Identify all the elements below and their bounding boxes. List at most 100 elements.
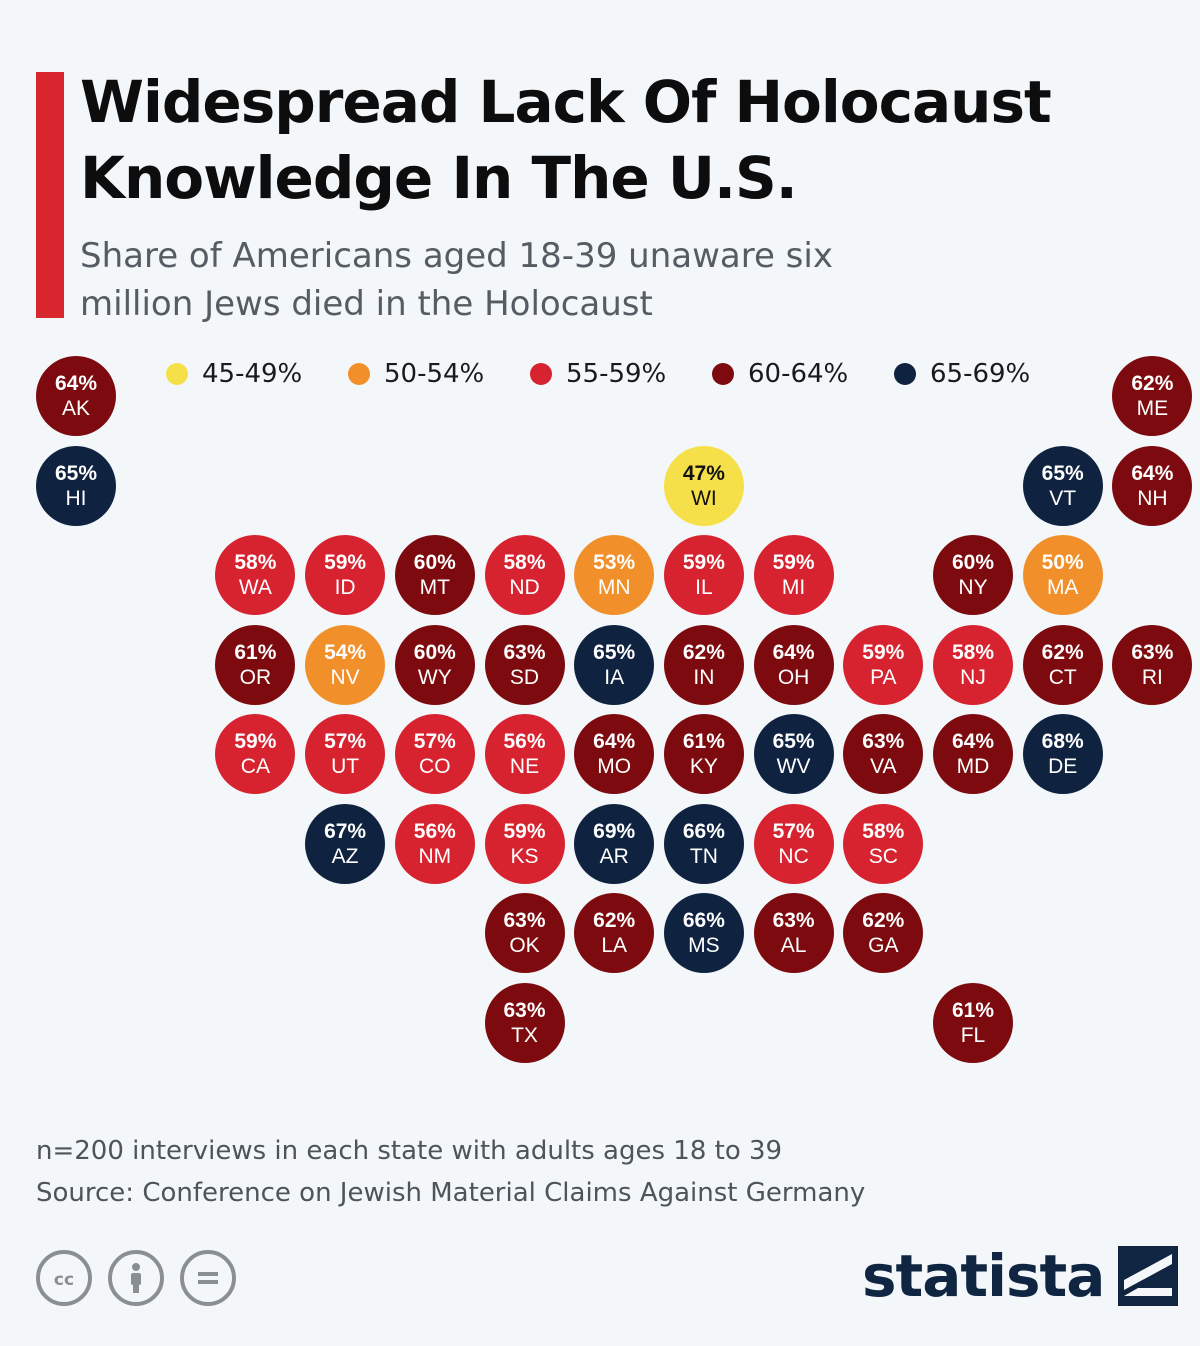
state-tile-ky: 61% KY [663,714,744,794]
state-abbreviation: GA [868,934,899,957]
state-percentage: 58% [951,640,995,664]
state-percentage: 66% [682,819,725,843]
state-percentage: 61% [951,998,995,1022]
state-abbreviation: MT [419,576,450,599]
state-tile-ca: 59% CA [215,714,296,794]
state-percentage: 65% [1041,461,1084,485]
state-percentage: 68% [1041,730,1084,753]
state-abbreviation: OR [239,665,272,689]
legend-swatch [712,363,734,385]
state-tile-in: 62% IN [663,624,744,705]
state-tile-hi: 65% HI [36,445,116,526]
state-abbreviation: AL [780,934,807,957]
state-percentage: 57% [772,819,815,843]
state-abbreviation: OK [509,934,540,957]
state-abbreviation: MA [1046,576,1079,599]
state-tile-co: 57% CO [394,714,475,794]
state-abbreviation: NE [509,755,540,778]
state-tile-vt: 65% VT [1022,445,1103,526]
legend-swatch [530,363,552,385]
state-tile-or: 61% OR [215,624,296,705]
state-tile-va: 63% VA [843,714,924,794]
state-tile-ms: 66% MS [663,893,744,973]
state-tile-wy: 60% WY [394,624,475,705]
legend-label: 50-54% [384,359,485,389]
state-abbreviation: NH [1137,486,1168,510]
state-tile-wa: 58% WA [215,535,296,615]
state-tile-ga: 62% GA [843,893,924,973]
state-tile-mi: 59% MI [753,535,834,615]
state-abbreviation: FL [960,1023,986,1047]
state-percentage: 64% [772,640,815,664]
legend-swatch [348,363,370,385]
legend-swatch [166,363,188,385]
state-percentage: 60% [951,551,995,574]
state-abbreviation: CO [419,755,451,778]
svg-text:cc: cc [54,1270,74,1290]
state-abbreviation: AR [599,844,629,868]
state-percentage: 64% [951,730,995,753]
state-percentage: 64% [1131,461,1174,485]
state-abbreviation: NJ [960,665,986,689]
state-tile-ar: 69% AR [574,803,655,884]
state-abbreviation: ME [1136,397,1169,420]
state-tile-al: 63% AL [753,893,834,973]
state-tile-nd: 58% ND [484,535,565,615]
state-abbreviation: KS [510,844,539,868]
title-accent-bar [36,72,64,318]
source-note: Source: Conference on Jewish Material Cl… [36,1178,866,1208]
state-percentage: 63% [503,640,546,664]
state-abbreviation: MO [597,755,632,778]
state-percentage: 59% [234,730,277,753]
state-abbreviation: SD [509,665,540,689]
state-abbreviation: MD [956,755,990,778]
state-abbreviation: WV [776,755,811,778]
state-abbreviation: NM [418,844,452,868]
state-percentage: 57% [324,730,367,753]
state-tile-il: 59% IL [663,535,744,615]
state-percentage: 61% [682,730,725,753]
state-tile-ne: 56% NE [484,714,565,794]
state-tile-nc: 57% NC [753,803,834,884]
subtitle-line-2: million Jews died in the Holocaust [80,284,653,324]
state-abbreviation: MS [688,934,720,957]
page-title: Widespread Lack Of Holocaust Knowledge I… [80,68,1052,212]
legend: 45-49% 50-54% 55-59% 60-64% 65-69% [0,352,1200,396]
state-abbreviation: WA [238,576,272,599]
state-percentage: 59% [862,640,905,664]
state-tile-tn: 66% TN [663,803,744,884]
state-abbreviation: VA [870,755,897,778]
state-tile-ri: 63% RI [1112,624,1193,705]
state-abbreviation: AZ [331,844,359,868]
state-percentage: 58% [234,551,277,574]
state-tile-ok: 63% OK [484,893,565,973]
state-tile-pa: 59% PA [843,624,924,705]
state-percentage: 59% [772,551,815,574]
no-derivatives-icon [180,1250,236,1306]
state-tile-ks: 59% KS [484,803,565,884]
state-percentage: 63% [503,998,546,1022]
legend-label: 60-64% [748,359,849,389]
state-abbreviation: CT [1048,665,1077,689]
state-percentage: 65% [593,640,636,664]
state-tile-wi: 47% WI [663,445,744,526]
state-abbreviation: IN [693,665,715,689]
state-tile-id: 59% ID [305,535,386,615]
state-abbreviation: NV [330,665,360,689]
state-abbreviation: MN [597,576,631,599]
state-abbreviation: ND [509,576,540,599]
state-percentage: 59% [324,551,367,574]
statista-logo-icon [1118,1246,1179,1306]
state-percentage: 57% [413,730,456,753]
state-tile-ut: 57% UT [305,714,386,794]
state-percentage: 58% [503,551,546,574]
state-tile-ct: 62% CT [1022,624,1103,705]
state-tile-sc: 58% SC [843,803,924,884]
state-abbreviation: VT [1049,486,1077,510]
state-abbreviation: DE [1048,755,1078,778]
legend-label: 65-69% [930,359,1031,389]
state-abbreviation: HI [65,486,87,510]
state-tile-az: 67% AZ [305,803,386,884]
state-abbreviation: RI [1141,665,1163,689]
state-tile-tx: 63% TX [484,982,565,1063]
